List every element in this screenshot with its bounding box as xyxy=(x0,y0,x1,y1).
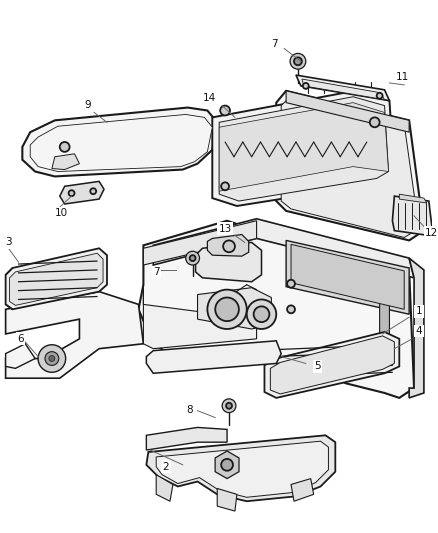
Polygon shape xyxy=(217,488,237,511)
Polygon shape xyxy=(10,253,103,305)
Circle shape xyxy=(49,356,55,361)
Circle shape xyxy=(287,280,295,288)
Circle shape xyxy=(222,399,236,413)
Polygon shape xyxy=(296,75,389,101)
Text: 6: 6 xyxy=(17,334,24,344)
Polygon shape xyxy=(22,108,217,176)
Polygon shape xyxy=(270,336,394,394)
Text: 9: 9 xyxy=(84,100,91,110)
Polygon shape xyxy=(138,221,414,398)
Text: 3: 3 xyxy=(5,237,12,247)
Text: 12: 12 xyxy=(425,228,438,238)
Polygon shape xyxy=(409,258,424,398)
Polygon shape xyxy=(219,103,389,191)
Circle shape xyxy=(223,240,235,252)
Text: 8: 8 xyxy=(186,405,193,415)
Polygon shape xyxy=(380,280,389,339)
Polygon shape xyxy=(156,441,328,497)
Text: 1: 1 xyxy=(416,306,422,316)
Circle shape xyxy=(221,459,233,471)
Circle shape xyxy=(254,306,269,322)
Circle shape xyxy=(303,83,309,89)
Polygon shape xyxy=(6,248,107,309)
Text: 5: 5 xyxy=(314,361,321,372)
Text: 11: 11 xyxy=(396,72,409,82)
Circle shape xyxy=(90,188,96,194)
Polygon shape xyxy=(207,235,249,256)
Text: 13: 13 xyxy=(219,224,232,233)
Circle shape xyxy=(226,403,232,409)
Circle shape xyxy=(207,289,247,329)
Circle shape xyxy=(377,93,382,99)
Circle shape xyxy=(287,305,295,313)
Polygon shape xyxy=(265,332,399,398)
Circle shape xyxy=(370,117,380,127)
Circle shape xyxy=(186,251,199,265)
Polygon shape xyxy=(60,181,104,204)
Circle shape xyxy=(221,182,229,190)
Text: 14: 14 xyxy=(203,93,216,103)
Polygon shape xyxy=(195,243,261,282)
Circle shape xyxy=(60,142,70,152)
Polygon shape xyxy=(215,451,239,479)
Polygon shape xyxy=(291,479,314,501)
Text: 7: 7 xyxy=(271,38,278,49)
Circle shape xyxy=(38,345,66,373)
Circle shape xyxy=(215,297,239,321)
Polygon shape xyxy=(143,221,257,265)
Polygon shape xyxy=(219,96,389,201)
Text: 4: 4 xyxy=(416,326,422,336)
Circle shape xyxy=(247,300,276,329)
Polygon shape xyxy=(302,79,385,100)
Polygon shape xyxy=(143,285,257,349)
Polygon shape xyxy=(156,475,173,501)
Circle shape xyxy=(69,190,74,196)
Polygon shape xyxy=(6,292,143,378)
Polygon shape xyxy=(146,427,227,450)
Polygon shape xyxy=(276,91,424,240)
Circle shape xyxy=(45,352,59,366)
Circle shape xyxy=(290,53,306,69)
Polygon shape xyxy=(198,288,272,329)
Polygon shape xyxy=(153,219,414,278)
Polygon shape xyxy=(286,240,409,314)
Circle shape xyxy=(220,106,230,116)
Polygon shape xyxy=(281,96,419,238)
Polygon shape xyxy=(146,435,336,501)
Polygon shape xyxy=(146,341,281,373)
Polygon shape xyxy=(392,196,432,236)
Text: 2: 2 xyxy=(163,462,170,472)
Polygon shape xyxy=(6,344,35,368)
Text: 10: 10 xyxy=(55,208,68,218)
Polygon shape xyxy=(30,115,212,172)
Circle shape xyxy=(190,255,195,261)
Circle shape xyxy=(294,58,302,65)
Polygon shape xyxy=(291,244,404,309)
Polygon shape xyxy=(52,154,79,169)
Text: 7: 7 xyxy=(153,267,159,277)
Polygon shape xyxy=(212,91,394,206)
Polygon shape xyxy=(399,194,427,203)
Polygon shape xyxy=(286,91,409,132)
